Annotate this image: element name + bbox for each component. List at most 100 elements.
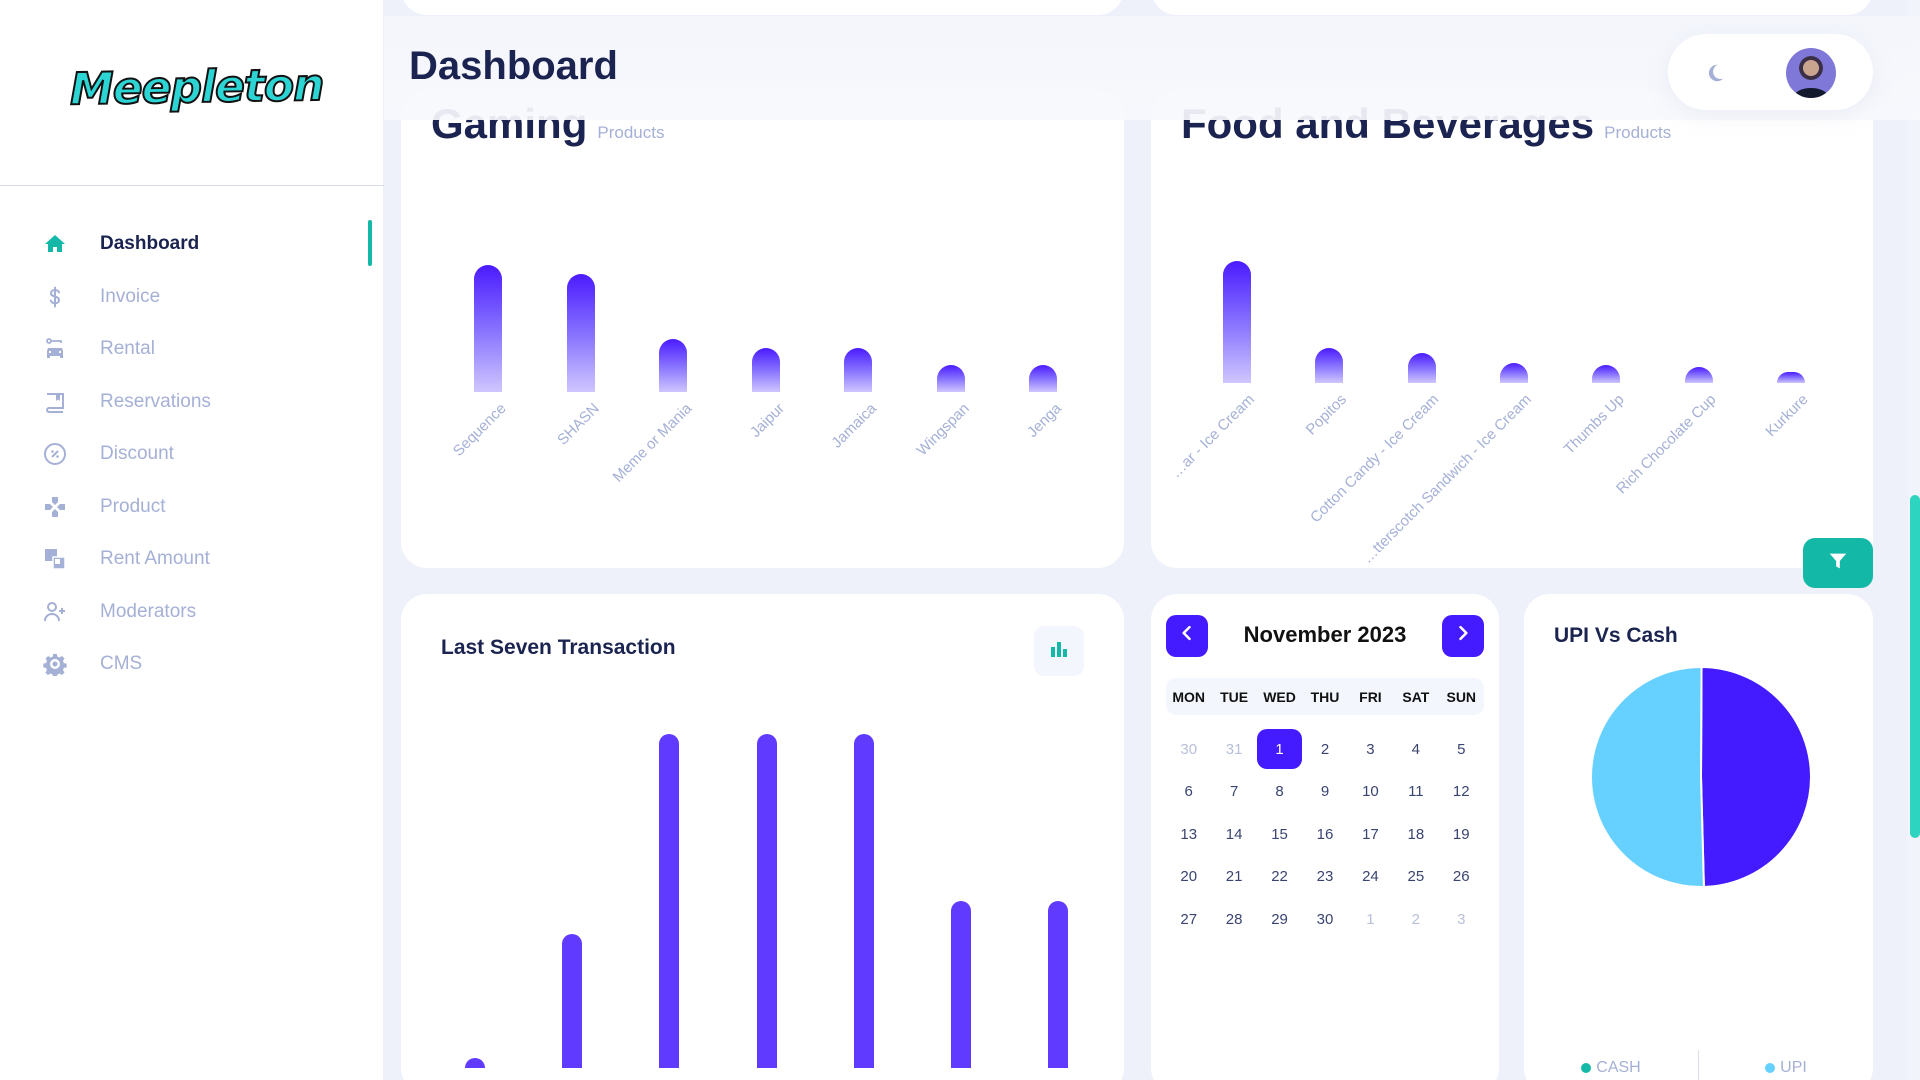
calendar-day[interactable]: 14 (1225, 825, 1243, 843)
sidebar-item-label: CMS (100, 653, 143, 675)
transaction-bar[interactable] (853, 734, 874, 1068)
calendar-day[interactable]: 21 (1225, 868, 1243, 886)
chart-bar[interactable] (1684, 367, 1713, 383)
chevron-left-icon (1177, 623, 1197, 649)
calendar-day[interactable]: 6 (1184, 783, 1193, 801)
calendar-next-button[interactable] (1442, 615, 1484, 657)
sidebar-item-label: Invoice (100, 285, 161, 307)
chart-bar[interactable] (1315, 347, 1344, 383)
pie-slice-cash[interactable] (1699, 666, 1812, 888)
calendar-day[interactable]: 19 (1452, 825, 1470, 843)
chart-bar[interactable] (566, 273, 595, 392)
x-axis-label: Sequence (450, 400, 511, 460)
page-scrollbar-thumb[interactable] (1910, 495, 1920, 838)
sidebar-item-rental[interactable]: Rental (0, 323, 384, 376)
chart-bar[interactable] (1407, 352, 1436, 383)
calendar-day[interactable]: 9 (1320, 783, 1330, 801)
gaming-products-card: Gaming Products Sequence SHASN Meme or Mani… (401, 90, 1124, 568)
sidebar-item-product[interactable]: Product (0, 481, 384, 534)
avatar[interactable] (1786, 48, 1836, 98)
sidebar-item-reservations[interactable]: Reservations (0, 376, 384, 429)
x-axis-label: Meme or Mania (609, 400, 696, 486)
calendar-day[interactable]: 28 (1225, 910, 1243, 928)
chart-bar[interactable] (474, 265, 502, 392)
transaction-bar[interactable] (562, 934, 583, 1068)
card-above-left (401, 0, 1124, 15)
calendar-day[interactable]: 8 (1275, 783, 1284, 801)
weekday-label: THU (1310, 688, 1340, 705)
chart-bar[interactable] (751, 347, 780, 392)
calendar-day[interactable]: 26 (1452, 868, 1470, 886)
calendar-day[interactable]: 30 (1180, 740, 1198, 758)
chart-bar[interactable] (1592, 364, 1621, 383)
legend-item-cash[interactable]: CASH (1524, 1059, 1698, 1077)
x-axis-label: …ar - Ice Cream (1167, 391, 1259, 482)
calendar-day[interactable]: 18 (1407, 825, 1425, 843)
calendar-prev-button[interactable] (1166, 615, 1208, 657)
pie-slice-upi[interactable] (1590, 666, 1705, 888)
x-axis-label: SHASN (553, 400, 603, 449)
calendar-day[interactable]: 1 (1366, 910, 1375, 928)
calendar-day[interactable]: 24 (1362, 868, 1379, 886)
sidebar-item-label: Rent Amount (100, 548, 210, 570)
calendar-day[interactable]: 2 (1411, 910, 1421, 928)
chart-bar[interactable] (1223, 261, 1251, 383)
app-logo[interactable]: Meepleton (69, 59, 325, 116)
calendar-day[interactable]: 27 (1180, 910, 1198, 928)
chart-bar[interactable] (659, 338, 687, 392)
calendar-day[interactable]: 7 (1229, 783, 1239, 801)
weekday-label: TUE (1220, 688, 1249, 705)
sidebar-item-cms[interactable]: CMS (0, 638, 384, 691)
sidebar-item-moderators[interactable]: Moderators (0, 586, 384, 639)
calendar-day[interactable]: 20 (1180, 868, 1198, 886)
chart-bar[interactable] (1029, 365, 1057, 392)
chart-bar[interactable] (1499, 363, 1528, 383)
active-indicator (368, 220, 372, 266)
calendar-day[interactable]: 23 (1316, 868, 1334, 886)
calendar-day[interactable]: 2 (1320, 740, 1330, 758)
legend-dot (1581, 1063, 1592, 1073)
chart-bar[interactable] (936, 365, 965, 392)
weekday-label: SAT (1402, 688, 1430, 705)
calendar-day[interactable]: 22 (1271, 868, 1288, 886)
sidebar-item-dashboard[interactable]: Dashboard (0, 218, 384, 271)
chart-toggle-button[interactable] (1034, 626, 1084, 676)
sidebar-item-invoice[interactable]: Invoice (0, 271, 384, 324)
car-key-icon (42, 336, 68, 362)
pie-title: UPI Vs Cash (1554, 624, 1678, 647)
calendar-day[interactable]: 5 (1457, 740, 1466, 758)
chart-bar[interactable] (844, 347, 872, 392)
transaction-bar[interactable] (756, 734, 777, 1068)
transaction-bar[interactable] (659, 734, 680, 1068)
moon-icon[interactable] (1704, 62, 1726, 84)
transaction-bar[interactable] (465, 1057, 485, 1068)
calendar-day[interactable]: 11 (1408, 783, 1424, 801)
calendar-day[interactable]: 15 (1271, 825, 1288, 843)
calendar-day[interactable]: 12 (1452, 783, 1470, 801)
calendar-day[interactable]: 13 (1180, 825, 1198, 843)
filter-button[interactable] (1803, 538, 1873, 588)
calendar-day[interactable]: 30 (1316, 910, 1334, 928)
calendar-day[interactable]: 16 (1316, 825, 1334, 843)
sidebar-item-rent-amount[interactable]: Rent Amount (0, 533, 384, 586)
calendar-day[interactable]: 3 (1366, 740, 1375, 758)
calendar-day[interactable]: 3 (1457, 910, 1466, 928)
calendar-day[interactable]: 31 (1225, 740, 1243, 758)
transaction-bar[interactable] (951, 901, 971, 1068)
calendar-day[interactable]: 25 (1407, 868, 1425, 886)
filter-icon (1827, 550, 1849, 577)
calendar-day-selected[interactable]: 1 (1257, 728, 1303, 771)
transaction-bar[interactable] (1048, 901, 1069, 1068)
calendar-day[interactable]: 4 (1411, 740, 1421, 758)
legend-item-upi[interactable]: UPI (1699, 1059, 1873, 1077)
legend-divider (1698, 1050, 1699, 1080)
book-icon (42, 389, 68, 415)
sidebar-item-discount[interactable]: Discount (0, 428, 384, 481)
chart-bar[interactable] (1776, 372, 1805, 383)
weekday-label: FRI (1359, 688, 1382, 705)
calendar-day[interactable]: 10 (1362, 783, 1379, 801)
gaming-bar-chart: Sequence SHASN Meme or Mania Jaipur Jamaica W… (401, 90, 1124, 568)
calendar-day[interactable]: 17 (1362, 825, 1379, 843)
calendar-day[interactable]: 29 (1271, 910, 1288, 928)
weekday-label: MON (1172, 688, 1206, 705)
